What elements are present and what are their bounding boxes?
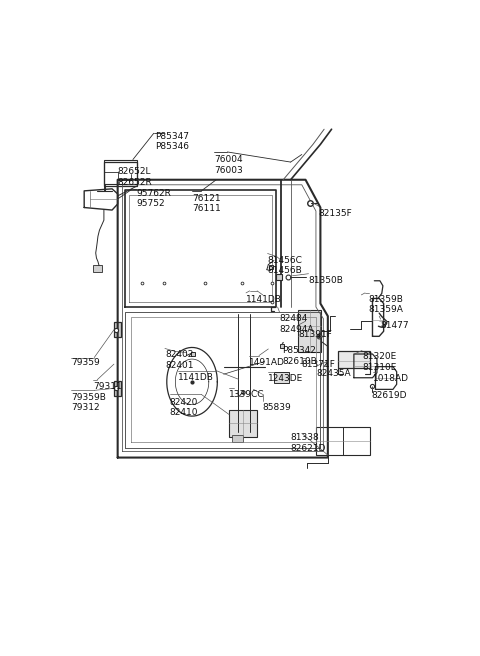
Text: 76004
76003: 76004 76003 — [215, 155, 243, 175]
Bar — [104, 161, 137, 186]
Bar — [104, 159, 137, 184]
Text: 82135F: 82135F — [319, 209, 352, 218]
Text: 85839: 85839 — [263, 403, 291, 412]
Text: 1141DB: 1141DB — [246, 295, 282, 304]
Text: 81371F: 81371F — [302, 359, 336, 369]
Bar — [316, 427, 370, 455]
Text: 81359B
81359A: 81359B 81359A — [369, 295, 404, 314]
Bar — [229, 409, 257, 438]
Text: 81477: 81477 — [381, 321, 409, 330]
Text: 82402
82401: 82402 82401 — [165, 350, 193, 370]
Text: 82435A: 82435A — [316, 369, 350, 378]
Text: 81338
82621D: 81338 82621D — [290, 434, 326, 453]
Text: 1491AD: 1491AD — [249, 358, 285, 367]
Bar — [94, 265, 102, 272]
Bar — [232, 435, 243, 442]
Text: 81456C
81456B: 81456C 81456B — [267, 255, 302, 275]
Text: 1339CC: 1339CC — [229, 390, 265, 399]
Text: 1141DB: 1141DB — [178, 373, 214, 382]
Bar — [338, 352, 370, 367]
Text: 82484
82494A: 82484 82494A — [279, 314, 314, 333]
Text: 81350B: 81350B — [309, 276, 343, 285]
Text: P85342
82610B: P85342 82610B — [282, 346, 317, 366]
Bar — [274, 372, 289, 383]
Text: P85347
P85346: P85347 P85346 — [155, 132, 189, 151]
Text: 82619D: 82619D — [372, 391, 407, 400]
Text: 82652L
82652R: 82652L 82652R — [118, 167, 153, 186]
Text: 79359B
79312: 79359B 79312 — [71, 393, 106, 413]
Bar — [298, 310, 321, 352]
Text: 76121
76111: 76121 76111 — [192, 194, 221, 213]
Bar — [114, 380, 120, 396]
Text: 79311: 79311 — [93, 382, 121, 391]
Text: 1018AD: 1018AD — [373, 374, 409, 382]
Text: 81391F: 81391F — [298, 330, 332, 339]
Text: 81320E
81310E: 81320E 81310E — [362, 352, 396, 372]
Text: 79359: 79359 — [71, 358, 100, 367]
Text: 1243DE: 1243DE — [268, 374, 303, 382]
Bar — [114, 322, 120, 337]
Text: 82420
82410: 82420 82410 — [170, 398, 198, 417]
Text: 95762R
95752: 95762R 95752 — [136, 189, 171, 208]
